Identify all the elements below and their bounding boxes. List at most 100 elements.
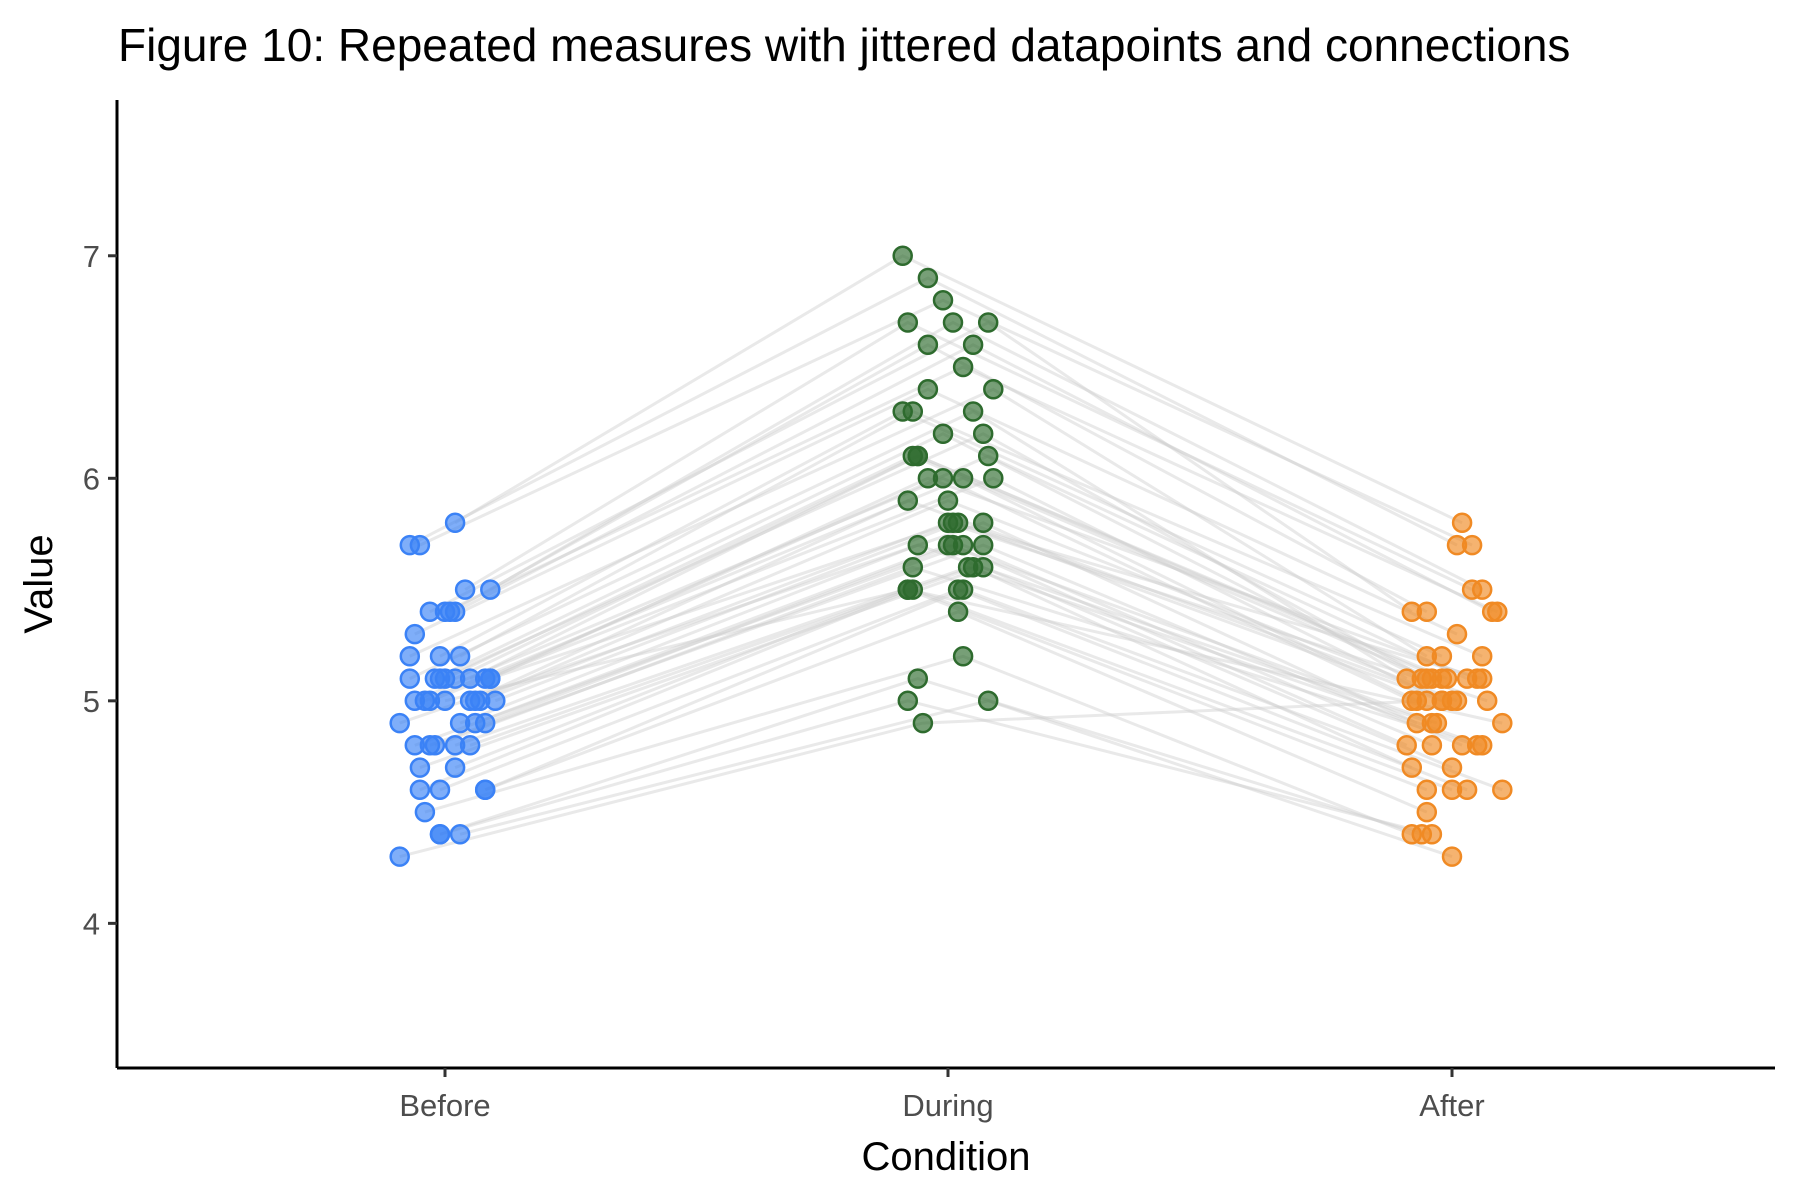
data-point-before (459, 735, 481, 756)
x-tick-label: During (902, 1088, 993, 1123)
data-point-after (1401, 757, 1423, 778)
data-point-during (892, 245, 913, 267)
data-point-before (454, 579, 476, 600)
y-tick-label: 5 (83, 684, 100, 719)
data-point-during (932, 423, 954, 445)
data-point-during (897, 312, 919, 333)
data-point-during (947, 601, 969, 623)
data-point-after (1456, 779, 1478, 801)
y-ticks: 4 5 6 7 (83, 239, 117, 941)
axes (115, 100, 1775, 1070)
data-point-during (917, 334, 939, 356)
data-point-after (1436, 668, 1458, 689)
data-point-before (485, 690, 506, 712)
data-point-during (952, 579, 974, 600)
x-ticks: Before During After (399, 1068, 1485, 1123)
connection-line (439, 677, 1423, 836)
data-point-after (1476, 690, 1498, 712)
data-point-during (942, 512, 964, 534)
data-point-after (1471, 579, 1493, 600)
data-point-during (952, 356, 974, 378)
data-point-after (1421, 824, 1443, 845)
data-point-during (917, 267, 939, 289)
data-point-after (1451, 512, 1473, 534)
data-point-before (444, 512, 466, 534)
data-point-after (1421, 735, 1443, 756)
data-point-before (480, 579, 501, 600)
data-point-before (429, 646, 451, 667)
data-point-during (937, 490, 959, 511)
data-point-during (912, 712, 934, 734)
data-point-before (480, 668, 501, 689)
data-point-during (902, 401, 924, 422)
chart-title: Figure 10: Repeated measures with jitter… (118, 19, 1571, 71)
data-point-before (434, 690, 456, 712)
data-point-during (972, 557, 994, 578)
connection-line (409, 276, 1458, 547)
data-point-after (1416, 779, 1438, 801)
data-point-during (977, 690, 999, 712)
data-point-before (409, 779, 431, 801)
data-point-during (983, 379, 1004, 400)
connection-lines (399, 254, 1503, 859)
data-point-after (1471, 646, 1493, 667)
data-point-before (474, 779, 496, 801)
data-point-during (907, 445, 929, 467)
data-point-after (1487, 601, 1508, 623)
data-point-after (1441, 757, 1463, 778)
data-point-after (1461, 534, 1483, 556)
data-point-after (1441, 846, 1463, 867)
data-point-during (907, 668, 929, 689)
data-point-during (897, 490, 919, 511)
data-point-during (972, 534, 994, 556)
data-point-during (972, 423, 994, 445)
data-point-during (932, 468, 954, 489)
data-point-during (902, 557, 924, 578)
data-point-before (409, 534, 431, 556)
data-point-before (404, 623, 426, 645)
data-point-after (1396, 735, 1417, 756)
y-axis-title: Value (17, 534, 61, 633)
data-point-after (1426, 712, 1448, 734)
data-point-before (399, 668, 421, 689)
y-tick-label: 4 (83, 906, 100, 941)
data-point-before (414, 801, 436, 823)
data-point-during (962, 401, 984, 422)
x-axis-title: Condition (861, 1135, 1030, 1179)
data-point-during (977, 312, 999, 333)
data-point-after (1416, 601, 1438, 623)
data-point-after (1471, 668, 1493, 689)
data-point-during (983, 468, 1004, 489)
data-point-before (409, 757, 431, 778)
data-point-during (952, 468, 974, 489)
data-point-during (907, 534, 929, 556)
data-point-during (972, 512, 994, 534)
data-point-after (1431, 646, 1453, 667)
y-tick-label: 6 (83, 461, 100, 496)
data-point-after (1446, 623, 1468, 645)
data-point-before (424, 735, 446, 756)
data-point-during (942, 312, 964, 333)
data-point-after (1416, 801, 1438, 823)
data-point-before (449, 824, 471, 845)
data-point-before (399, 646, 421, 667)
data-point-before (429, 779, 451, 801)
data-point-after (1471, 735, 1493, 756)
data-point-during (897, 690, 919, 712)
data-point-before (474, 712, 496, 734)
data-point-before (389, 846, 410, 867)
data-point-during (952, 646, 974, 667)
data-point-before (449, 646, 471, 667)
data-point-after (1492, 712, 1513, 734)
x-tick-label: After (1419, 1088, 1484, 1123)
data-point-before (429, 824, 451, 845)
data-point-after (1492, 779, 1513, 801)
data-points (389, 245, 1513, 867)
data-point-before (444, 757, 466, 778)
y-tick-label: 7 (83, 239, 100, 274)
x-tick-label: Before (399, 1088, 490, 1123)
data-point-during (917, 379, 939, 400)
data-point-during (952, 534, 974, 556)
data-point-before (434, 601, 456, 623)
data-point-during (977, 445, 999, 467)
